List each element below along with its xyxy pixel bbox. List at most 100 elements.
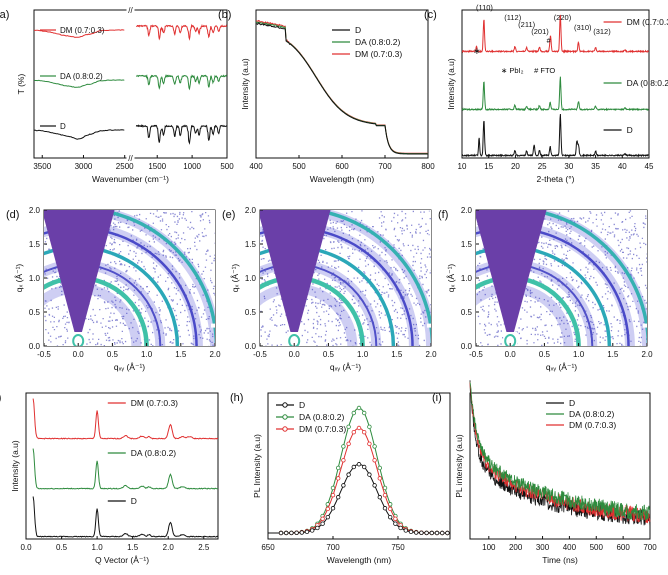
panel-e: (e)-0.5 0.0 0.5 1.0 1.5 2.00.00.51.01.52.0qₓᵧ… (222, 206, 437, 372)
detector-gap (427, 276, 431, 280)
data-marker (294, 530, 299, 536)
plot-frame (267, 392, 451, 540)
background-speckle (44, 210, 215, 346)
x-tick-label: 2.0 (163, 543, 175, 552)
x-axis-label: qₓᵧ (Å⁻¹) (330, 362, 361, 372)
detector-gap (643, 211, 647, 216)
beamstop-edge (504, 334, 517, 346)
data-marker (424, 530, 429, 536)
data-marker (346, 441, 351, 447)
data-marker (367, 424, 372, 430)
panel-g: (g) DM (0.7:0.3) DA (0.8:0.2) D 0.0 0.5 1.0 1.5… (0, 392, 219, 565)
axis-break-gap (126, 8, 135, 13)
x-tick-label: 1.0 (141, 350, 153, 359)
y-axis-label: PL Intensity (a.u) (252, 434, 262, 498)
data-marker (351, 464, 356, 470)
series-dm-right (135, 23, 228, 41)
y-tick-label: 2.0 (245, 206, 257, 215)
data-marker (419, 530, 424, 536)
detector-gap (643, 276, 647, 280)
data-marker (414, 530, 419, 535)
y-tick-label: 0.5 (461, 308, 473, 317)
x-axis-label: qₓᵧ (Å⁻¹) (114, 362, 145, 372)
x-tick-label: 700 (378, 162, 392, 171)
x-tick-label: 15 (484, 162, 493, 171)
data-marker (440, 530, 445, 536)
data-marker (351, 429, 356, 435)
legend-marker (282, 402, 288, 408)
detector-image (476, 210, 647, 346)
series-d (32, 496, 219, 538)
legend-label: DA (0.8:0.2) (355, 37, 401, 47)
detector-gap (211, 323, 215, 328)
panel-b: (b) 400 500 600 700 800 Wavelength (nm) Intensi… (218, 9, 435, 184)
x-tick-label: 1.5 (607, 350, 619, 359)
x-tick-label: 1.5 (127, 543, 139, 552)
data-marker (299, 530, 304, 535)
panel-d: (d)-0.5 0.0 0.5 1.0 1.5 2.00.00.51.01.52.0qₓᵧ… (6, 206, 221, 372)
panel-label: (i) (432, 392, 442, 404)
data-marker (393, 521, 398, 526)
peak-label: (312) (593, 27, 611, 36)
legend-label: DA (0.8:0.2) (131, 448, 177, 458)
panel-a: (a) DM (0.7:0.3) DA (0.8:0.2) D // // 3500 3000… (0, 6, 234, 184)
x-tick-label: 200 (509, 543, 523, 552)
detector-image (44, 210, 215, 346)
legend-label: DM (0.7:0.3) (299, 424, 346, 434)
missing-wedge (260, 210, 331, 346)
x-tick-label: 100 (482, 543, 496, 552)
x-tick-label: 650 (261, 543, 275, 552)
x-tick-label: 1.5 (175, 350, 187, 359)
x-tick-label: 2.0 (425, 350, 437, 359)
marker-legend-pbi2: ∗ PbI₂ (501, 66, 524, 75)
y-axis-label: Intensity (a.u) (240, 58, 250, 110)
legend-marker (282, 414, 288, 420)
series-dm (461, 14, 650, 54)
data-marker (429, 530, 434, 536)
data-marker (351, 410, 356, 416)
x-axis-label: qₓᵧ (Å⁻¹) (546, 362, 577, 372)
data-marker (284, 530, 289, 536)
x-tick-label: 0.0 (73, 350, 85, 359)
axis-break-mark: // (128, 6, 133, 15)
x-tick-label: 1.0 (573, 350, 585, 359)
series-d (256, 22, 428, 155)
y-tick-label: 0.0 (461, 342, 473, 351)
data-marker (362, 464, 367, 470)
data-marker (304, 529, 310, 535)
x-tick-label: 750 (391, 543, 405, 552)
legend-marker (282, 426, 288, 432)
x-tick-label: 35 (591, 162, 600, 171)
legend-label: DM (0.7:0.3) (627, 17, 668, 27)
pbi2-marker: ∗ (473, 46, 481, 56)
x-tick-label: 0.5 (323, 350, 335, 359)
plot-frame (469, 392, 651, 540)
panel-label: (f) (438, 209, 448, 221)
x-tick-label: 0.0 (505, 350, 517, 359)
data-marker (388, 514, 393, 520)
panel-label: (g) (0, 392, 1, 404)
y-axis-label: qₓ (Å⁻¹) (14, 264, 24, 293)
panel-label: (h) (230, 392, 243, 404)
panel-i: (i) 100 200 300 400 500 600 700 Time (ns) PL inte… (432, 380, 657, 565)
detector-gap (211, 276, 215, 280)
data-marker (341, 483, 346, 488)
y-tick-label: 0.0 (245, 342, 257, 351)
y-tick-label: 1.5 (461, 240, 473, 249)
x-tick-label: 300 (536, 543, 550, 552)
data-marker (377, 465, 382, 471)
y-axis-label: T (%) (16, 74, 26, 95)
peak-label: (112) (504, 13, 521, 22)
series-da (469, 382, 651, 521)
data-marker (408, 529, 414, 535)
y-axis-label: PL intensity (a.u) (454, 434, 464, 498)
y-axis-label: Intensity (a.u) (10, 440, 20, 492)
data-marker (330, 492, 336, 498)
panel-c: (c) (110) (112)(211)(201) (220)(310) (312) ∗ #… (424, 3, 668, 184)
peak-label: (211) (518, 20, 535, 29)
x-axis-label: Wavenumber (cm⁻¹) (92, 174, 169, 184)
x-tick-label: 25 (538, 162, 547, 171)
x-tick-label: 400 (249, 162, 263, 171)
x-tick-label: 2.0 (641, 350, 653, 359)
